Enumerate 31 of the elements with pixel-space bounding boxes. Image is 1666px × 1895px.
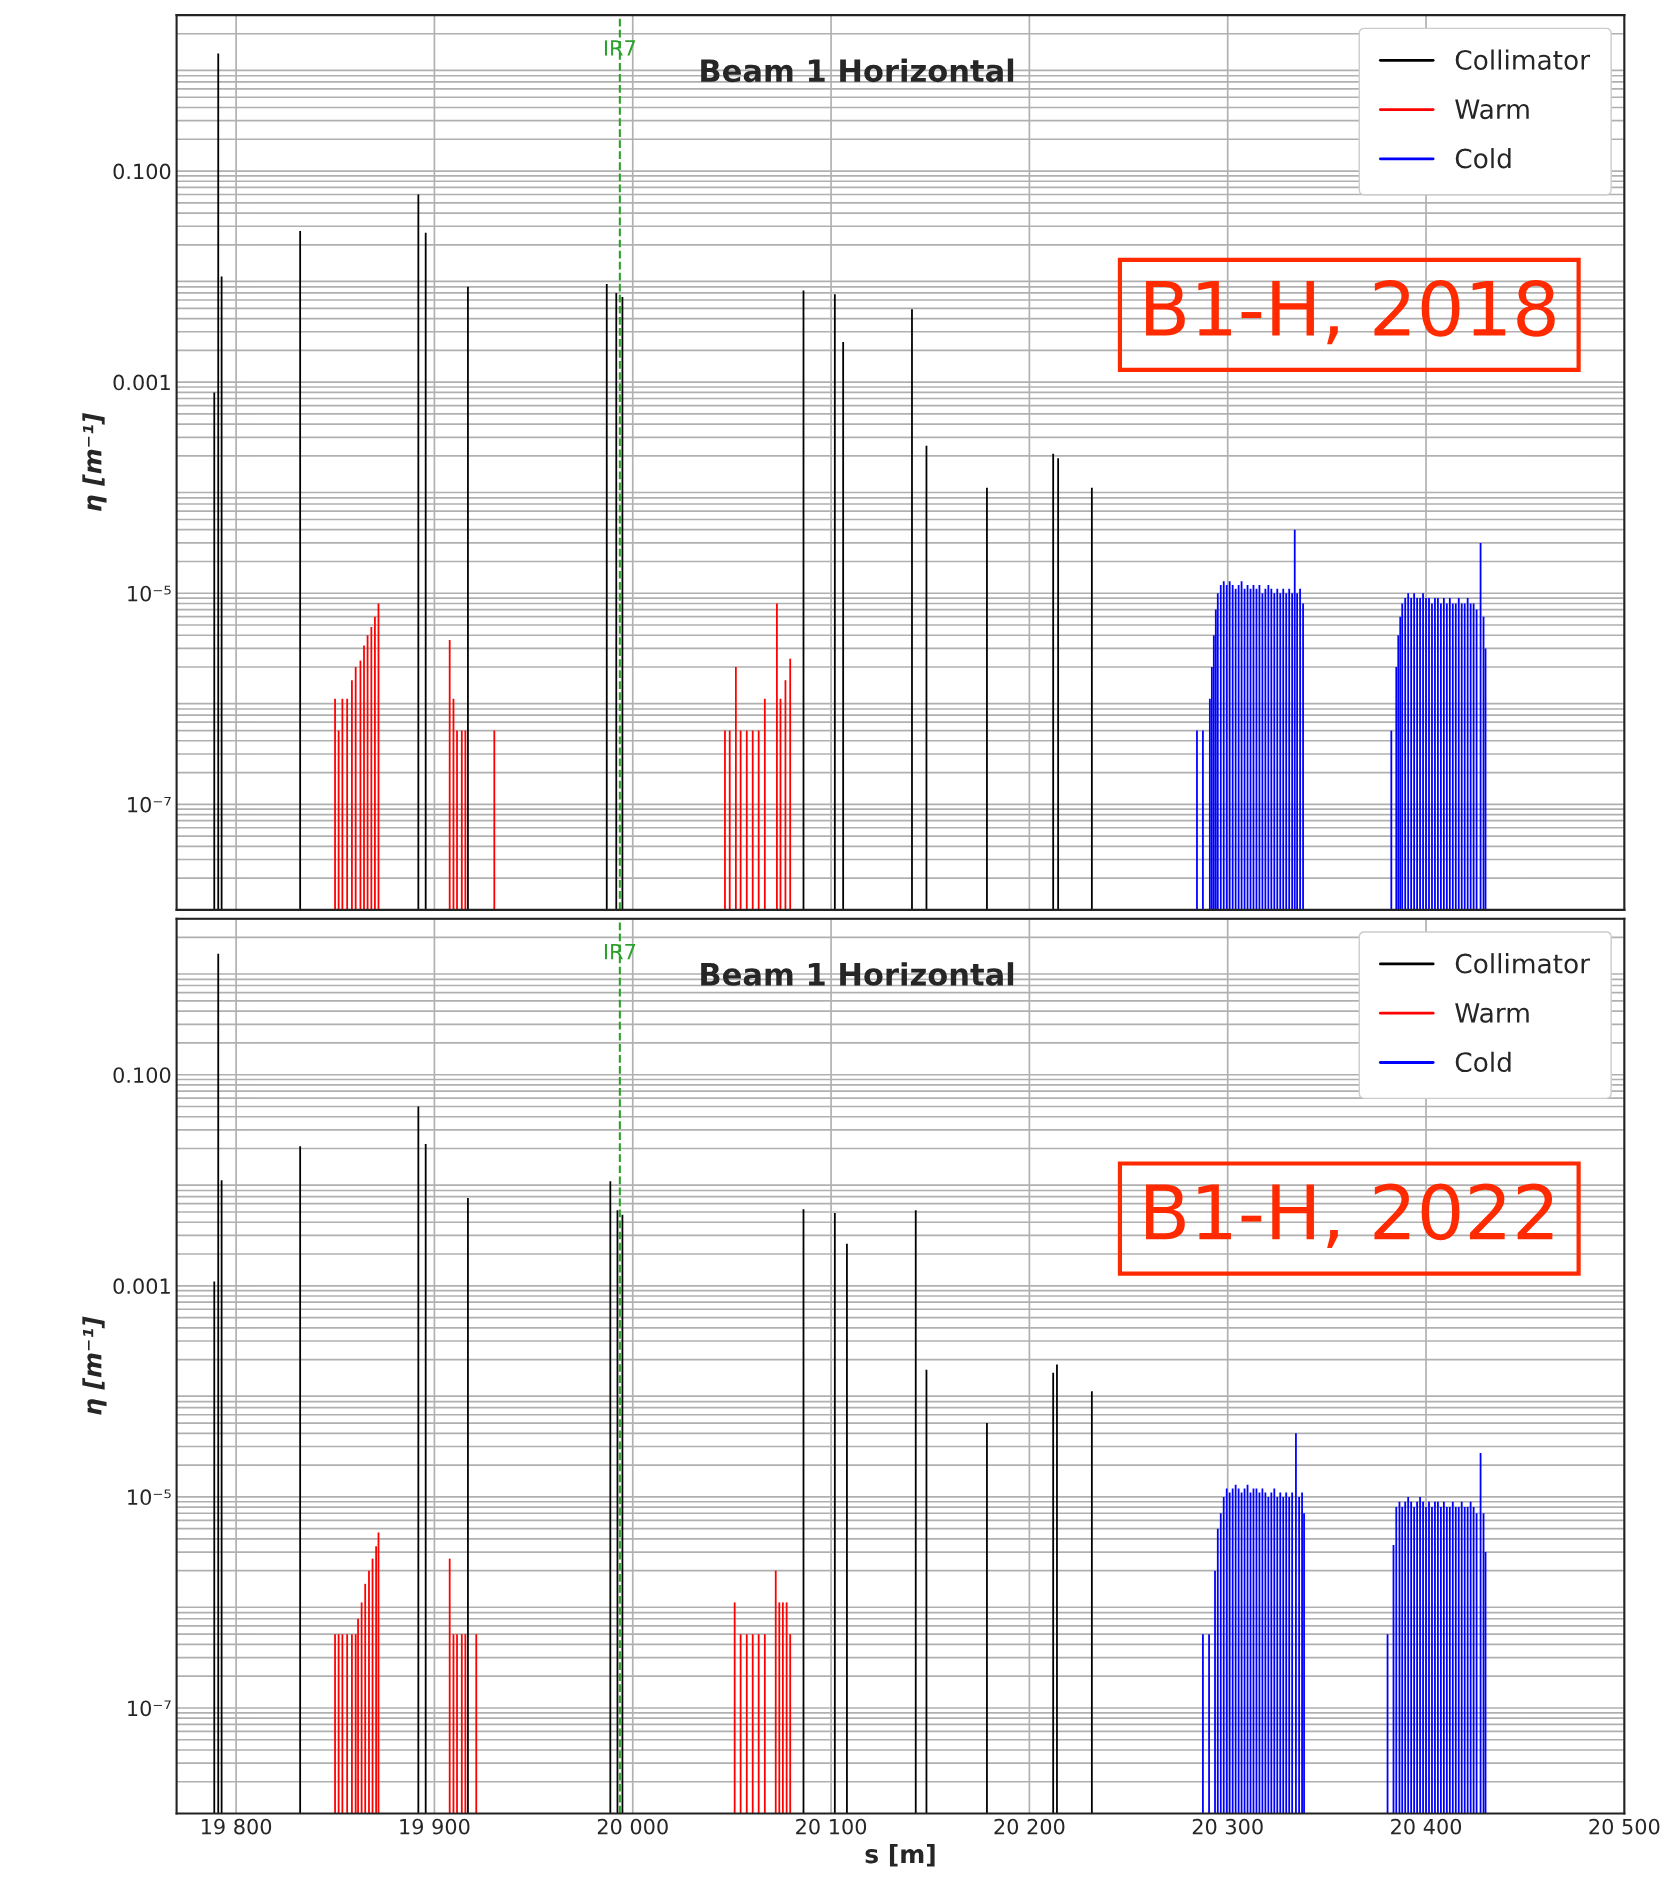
x-tick-label: 20 100 [796,1818,867,1835]
x-tick-label: 20 400 [1391,1818,1462,1835]
y-tick-label: 0.100 [113,163,171,180]
y-tick-label: 10⁻⁷ [128,796,171,813]
annotation: B1-H, 2018 [1146,279,1555,345]
y-tick-label: 10⁻⁵ [128,1489,171,1506]
y-tick-label: 0.001 [113,374,170,391]
x-axis-title: s [m] [865,1844,935,1867]
y-tick-label: 0.001 [113,1278,170,1295]
text: Beam 1 Horizontal [701,58,1014,83]
y-tick-label: 0.100 [113,1067,171,1083]
x-tick-label: 20 000 [597,1818,668,1835]
legend-label: Warm [1455,99,1529,120]
legend-label: Collimator [1455,49,1591,70]
y-tick-label: 10⁻⁵ [128,585,171,602]
ref-line-label: IR7 [604,944,635,960]
x-tick-label: 20 500 [1589,1818,1660,1835]
x-tick-label: 19 900 [400,1818,470,1835]
ref-line-label: IR7 [604,40,635,56]
y-axis-title: η [m⁻¹] [82,1316,107,1415]
legend-label: Cold [1455,148,1511,169]
legend-label: Warm [1455,1003,1529,1023]
y-tick-label: 10⁻⁷ [128,1700,171,1717]
legend-label: Cold [1455,1051,1511,1073]
x-tick-label: 19 800 [201,1818,272,1835]
x-tick-label: 20 300 [1192,1818,1263,1835]
x-tick-label: 20 200 [994,1818,1065,1835]
annotation: B1-H, 2022 [1146,1183,1553,1248]
legend-label: Collimator [1455,953,1591,974]
text: Beam 1 Horizontal [701,962,1014,986]
y-axis-title: η [m⁻¹] [82,412,107,512]
